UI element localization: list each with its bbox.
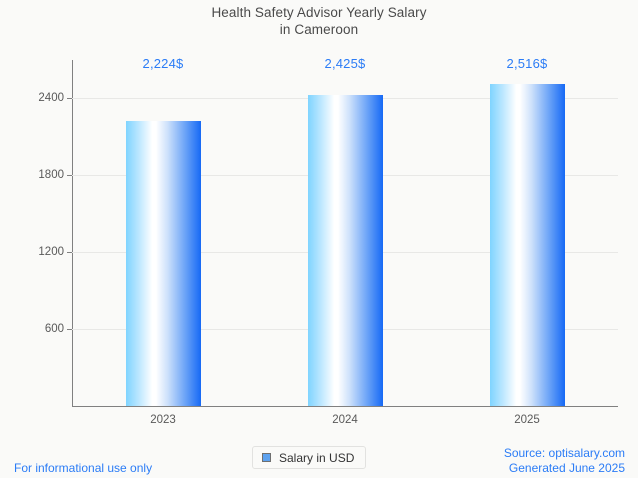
tickmark-2400 xyxy=(67,98,72,99)
bar-2023[interactable] xyxy=(126,121,201,406)
generated-text: Generated June 2025 xyxy=(508,461,625,475)
bar-value-2025: 2,516$ xyxy=(506,56,548,71)
y-tick-label-2400: 2400 xyxy=(38,92,64,104)
y-tick-label-600: 600 xyxy=(44,323,64,335)
source-block: Source: optisalary.com Generated June 20… xyxy=(504,446,625,476)
y-tick-label-1200: 1200 xyxy=(38,246,64,258)
legend-label: Salary in USD xyxy=(279,450,355,465)
x-tick-label-2024: 2024 xyxy=(332,414,358,426)
source-text: Source: optisalary.com xyxy=(503,446,625,460)
x-axis-line xyxy=(72,406,618,407)
bar-2025[interactable] xyxy=(490,84,565,406)
tickmark-600 xyxy=(67,329,72,330)
bar-2024[interactable] xyxy=(308,95,383,406)
chart-title-line-1: Health Safety Advisor Yearly Salary xyxy=(211,5,427,20)
x-tick-label-2025: 2025 xyxy=(514,414,540,426)
bar-value-2024: 2,425$ xyxy=(324,56,366,71)
y-tick-label-1800: 1800 xyxy=(38,169,64,181)
y-axis-line xyxy=(72,60,73,407)
tickmark-1200 xyxy=(67,252,72,253)
chart-title: Health Safety Advisor Yearly Salary in C… xyxy=(0,4,638,38)
plot-area xyxy=(67,60,618,406)
chart-legend[interactable]: Salary in USD xyxy=(252,446,367,469)
x-tick-label-2023: 2023 xyxy=(150,414,176,426)
tickmark-1800 xyxy=(67,175,72,176)
chart-title-line-2: in Cameroon xyxy=(279,22,359,37)
bar-value-2023: 2,224$ xyxy=(142,56,184,71)
disclaimer-text: For informational use only xyxy=(14,461,153,475)
legend-swatch-icon xyxy=(262,453,271,462)
